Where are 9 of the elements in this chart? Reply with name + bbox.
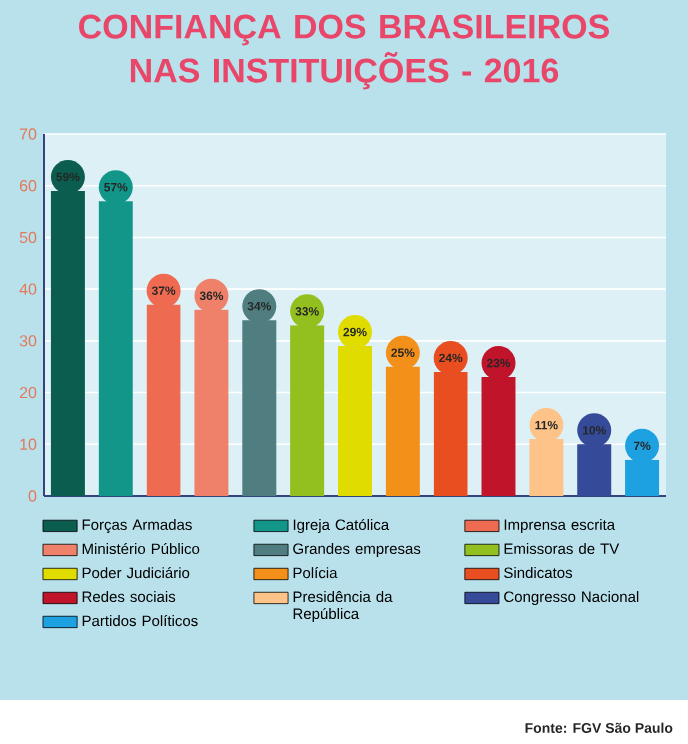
y-tick-label: 20 bbox=[19, 386, 37, 399]
y-tick-label: 10 bbox=[20, 438, 37, 450]
y-tick-label: 70 bbox=[19, 128, 37, 140]
y-tick-label: 30 bbox=[19, 335, 37, 347]
y-tick-label: 0 bbox=[28, 490, 37, 502]
chart-title: CONFIANÇA DOS BRASILEIROS NAS INSTITUIÇÕES - 2016 bbox=[79, 14, 609, 90]
y-tick-label: 50 bbox=[19, 231, 37, 244]
y-tick-label: 40 bbox=[19, 283, 37, 295]
y-tick-label: 60 bbox=[19, 180, 37, 192]
